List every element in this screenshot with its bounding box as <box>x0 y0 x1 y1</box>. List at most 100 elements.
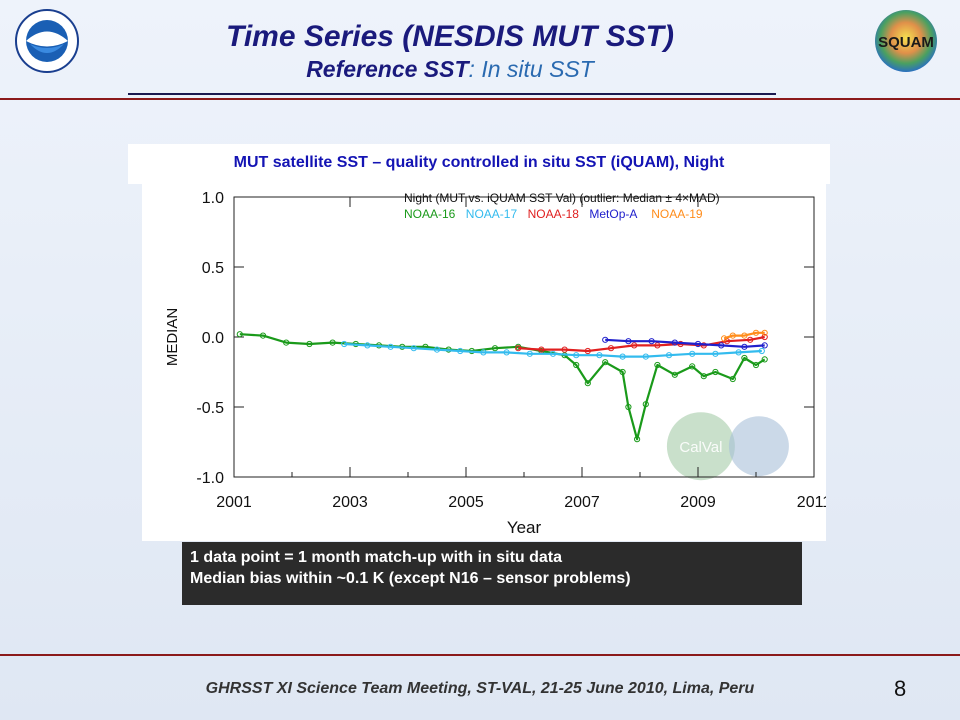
header-divider <box>0 98 960 100</box>
data-point <box>712 350 719 357</box>
legend-entry: MetOp-A <box>589 207 637 221</box>
data-point <box>718 342 725 349</box>
data-point <box>735 349 742 356</box>
squam-logo: SQUAM <box>875 10 937 72</box>
data-point <box>561 346 568 353</box>
x-tick-label: 2005 <box>448 494 484 511</box>
note-box: 1 data point = 1 month match-up with in … <box>182 542 802 605</box>
data-point <box>700 373 707 380</box>
data-point <box>648 338 655 345</box>
data-point <box>329 339 336 346</box>
data-point <box>761 356 768 363</box>
data-point <box>607 345 615 352</box>
series-line <box>344 342 762 358</box>
calval-watermark-text: CalVal <box>679 439 722 456</box>
data-point <box>602 336 609 343</box>
y-tick-label: 1.0 <box>202 190 224 207</box>
page-subtitle: Reference SST: In situ SST <box>0 56 900 83</box>
page-title: Time Series (NESDIS MUT SST) <box>226 20 674 53</box>
data-point <box>387 343 394 350</box>
data-point <box>491 345 499 352</box>
data-point <box>602 359 609 366</box>
data-point <box>283 339 290 346</box>
x-tick-label: 2001 <box>216 494 252 511</box>
footer-text: GHRSST XI Science Team Meeting, ST-VAL, … <box>205 680 755 697</box>
x-tick-label: 2009 <box>680 494 716 511</box>
data-point <box>584 347 591 355</box>
data-point <box>671 371 678 378</box>
note-line-2: Median bias within ~0.1 K (except N16 – … <box>190 570 631 587</box>
data-point <box>631 342 638 349</box>
y-tick-label: 0.0 <box>202 330 224 347</box>
median-bias-chart: CalVal 1.0 0.5 0.0 -0.5 -1.0 2001 2003 2005 2007 2… <box>164 190 831 537</box>
data-point <box>741 343 748 350</box>
note-line-1: 1 data point = 1 month match-up with in … <box>190 549 563 566</box>
data-point <box>515 345 522 352</box>
data-point <box>642 353 649 360</box>
data-point <box>341 340 348 348</box>
data-point <box>712 368 719 376</box>
subtitle-rest: : In situ SST <box>468 56 594 82</box>
data-point <box>619 353 626 360</box>
data-point <box>741 354 748 362</box>
data-point <box>596 352 603 359</box>
data-point <box>665 352 673 359</box>
data-point <box>619 368 626 376</box>
legend-entry: NOAA-16 <box>404 207 456 221</box>
data-point <box>480 349 487 356</box>
data-point <box>364 342 371 349</box>
data-point <box>761 329 768 336</box>
noaa-watermark <box>728 416 789 477</box>
data-point <box>689 350 696 357</box>
data-point <box>654 342 661 349</box>
data-point <box>306 340 313 348</box>
data-point <box>634 436 641 443</box>
x-tick-label: 2003 <box>332 494 368 511</box>
series-line <box>518 335 765 353</box>
data-point <box>584 380 591 387</box>
data-point <box>654 361 661 369</box>
x-tick-label: 2011 <box>797 494 826 511</box>
chart-box-title: MUT satellite SST – quality controlled i… <box>128 144 830 184</box>
legend-title: Night (MUT vs. iQUAM SST Val) (outlier: … <box>404 191 720 205</box>
data-point <box>457 347 464 355</box>
data-point <box>741 332 748 339</box>
x-tick-label: 2007 <box>564 494 600 511</box>
data-point <box>694 340 702 348</box>
data-point <box>625 403 632 411</box>
data-point <box>761 342 768 349</box>
data-point <box>689 363 696 370</box>
y-tick-label: -0.5 <box>196 400 224 417</box>
x-axis-label: Year <box>507 518 542 537</box>
chart-panel: CalVal 1.0 0.5 0.0 -0.5 -1.0 2001 2003 2005 2007 2… <box>142 183 831 541</box>
data-point <box>526 350 533 357</box>
data-point <box>573 361 580 369</box>
y-tick-label: -1.0 <box>196 470 224 487</box>
data-point <box>549 350 557 357</box>
squam-logo-text: SQUAM <box>878 34 934 51</box>
noaa-logo <box>15 9 79 73</box>
y-tick-label: 0.5 <box>202 260 224 277</box>
data-point <box>538 346 545 353</box>
data-point <box>721 335 728 342</box>
data-point <box>410 345 417 352</box>
data-point <box>758 347 765 355</box>
data-point <box>729 332 736 339</box>
series-line <box>605 338 765 348</box>
data-point <box>433 346 441 353</box>
y-axis-label: MEDIAN <box>164 308 181 366</box>
page-number: 8 <box>894 676 907 701</box>
footer-divider <box>0 654 960 656</box>
data-point <box>503 349 510 356</box>
data-point <box>729 375 736 383</box>
title-underline <box>128 93 776 95</box>
calval-watermark <box>666 412 735 481</box>
data-point <box>573 352 580 359</box>
data-point <box>747 336 754 343</box>
data-point <box>259 332 267 339</box>
data-point <box>625 338 632 345</box>
data-point <box>642 401 649 408</box>
legend-entry: NOAA-17 <box>466 207 518 221</box>
data-point <box>236 331 243 338</box>
data-point <box>671 339 678 346</box>
